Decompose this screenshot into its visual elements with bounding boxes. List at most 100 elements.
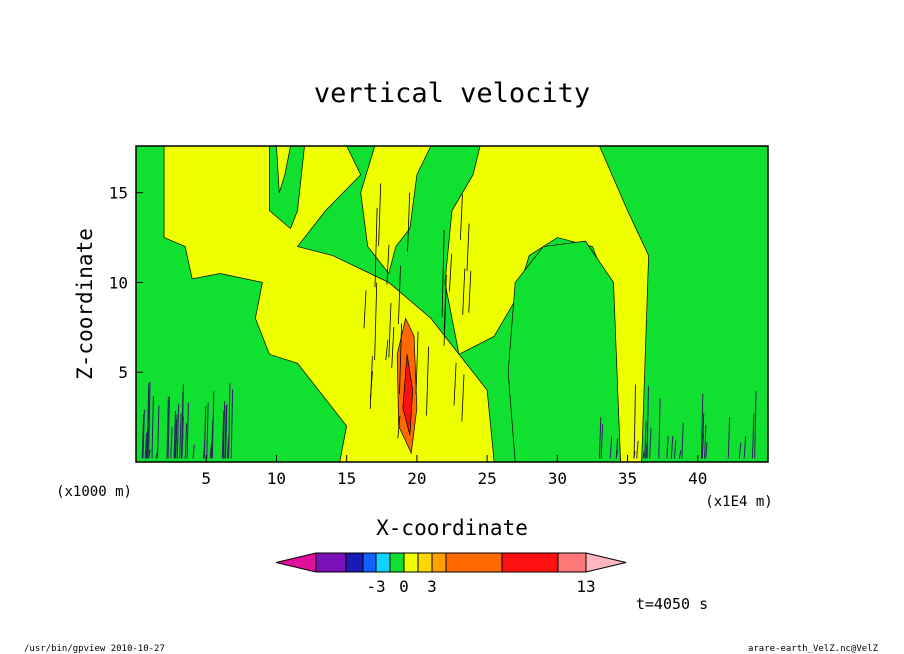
x-tick-label: 35 [618, 469, 637, 488]
colorbar-box [362, 552, 377, 573]
contour-streak [399, 323, 402, 395]
contour-streak [678, 450, 682, 459]
x-tick-label: 40 [688, 469, 707, 488]
contour-streak [751, 413, 755, 459]
contour-streak [609, 436, 613, 459]
updraft-max [402, 354, 414, 436]
contour-streak [388, 302, 392, 358]
x-tick-label: 20 [407, 469, 426, 488]
colorbar-label: 3 [427, 577, 437, 596]
colorbar-lower-arrow [275, 552, 317, 573]
contour-streak [363, 290, 367, 329]
velocity-field [141, 146, 757, 462]
contour-streak [681, 422, 684, 459]
contour-streak [385, 339, 389, 361]
contour-streak [157, 405, 160, 459]
x-tick-label: 15 [337, 469, 356, 488]
x-ticks: 5 10 15 20 25 30 35 40 [201, 455, 707, 488]
contour-streak [743, 436, 747, 459]
footer-right: arare-earth_VelZ.nc@VelZ [748, 644, 879, 654]
contour-streak [727, 416, 731, 459]
contour-streak [151, 396, 154, 459]
yellow-region-center [360, 146, 432, 275]
colorbar-box [557, 552, 587, 573]
contour-streak [598, 417, 602, 459]
contour-streak [705, 441, 708, 459]
contour-streak [146, 383, 150, 459]
colorbar-box [417, 552, 433, 573]
contour-streak [192, 444, 195, 459]
contour-streak [174, 419, 177, 459]
contour-streaks [141, 183, 757, 459]
contour-streak [224, 405, 227, 459]
contour-streak [186, 402, 189, 459]
y-tick-label: 15 [109, 184, 128, 203]
colorbar-box [345, 552, 364, 573]
contour-streak [225, 404, 228, 459]
contour-streak [226, 435, 230, 459]
contour-streak [449, 253, 452, 292]
contour-streak [615, 438, 619, 459]
y-axis-label: Z-coordinate [73, 228, 97, 380]
contour-streak [738, 442, 742, 459]
y-tick-label: 10 [109, 273, 128, 292]
plot-frame [135, 145, 769, 463]
contour-streak [701, 433, 705, 459]
contour-streak [633, 384, 637, 459]
contour-streak [426, 346, 429, 416]
contour-streak [459, 194, 463, 240]
footer-left: /usr/bin/gpview 2010-10-27 [24, 644, 165, 654]
yellow-region-right [444, 146, 649, 462]
contour-streak [221, 410, 225, 459]
contour-streak [230, 389, 234, 459]
contour-streak [374, 208, 378, 288]
contour-streak [378, 183, 382, 246]
colorbar-upper-arrow [585, 552, 627, 573]
contour-streak [754, 391, 757, 459]
contour-streak [175, 414, 178, 459]
colorbar-label: 0 [399, 577, 409, 596]
y-ticks: 5 10 15 [109, 184, 143, 382]
contour-streak [206, 402, 209, 459]
yellow-strip [276, 146, 291, 193]
contour-streak [466, 223, 470, 272]
colorbar-label: -3 [366, 577, 385, 596]
colorbar-box [431, 552, 447, 573]
y-tick-label: 5 [118, 363, 128, 382]
contour-streak [700, 393, 704, 459]
plot-area: 5 10 15 20 25 30 35 40 5 10 15 [109, 145, 769, 488]
contour-streak [407, 192, 411, 252]
x-tick-label: 25 [477, 469, 496, 488]
colorbar-label: 13 [576, 577, 595, 596]
contour-streak [673, 440, 677, 459]
colorbar-box [445, 552, 503, 573]
contour-streak [148, 381, 151, 459]
contour-streak [649, 427, 652, 459]
contour-streak [167, 396, 170, 459]
contour-streak [633, 451, 636, 459]
contour-streak [670, 436, 674, 459]
contour-streak [644, 421, 647, 459]
contour-streak [203, 406, 207, 459]
colorbar-box [403, 552, 419, 573]
contour-streak [666, 436, 669, 459]
green-dome-right [507, 240, 621, 462]
contour-streak [142, 409, 145, 459]
contour-streak [704, 424, 707, 459]
contour-streak [391, 327, 395, 369]
contour-streak [184, 423, 188, 459]
contour-streak [173, 410, 176, 459]
contour-streak [166, 396, 169, 459]
colorbar-box [389, 552, 405, 573]
contour-streak [443, 274, 447, 331]
contour-streak [141, 414, 145, 459]
x-tick-label: 30 [548, 469, 567, 488]
contour-streak [461, 374, 465, 422]
x-unit-label: (x1E4 m) [705, 494, 772, 510]
chart-title: vertical velocity [314, 78, 590, 109]
contour-streak [155, 452, 158, 459]
colorbar: -3 0 3 13 [275, 552, 627, 596]
contour-streak [222, 401, 226, 459]
contour-streak [209, 443, 213, 459]
contour-streak [453, 362, 457, 406]
